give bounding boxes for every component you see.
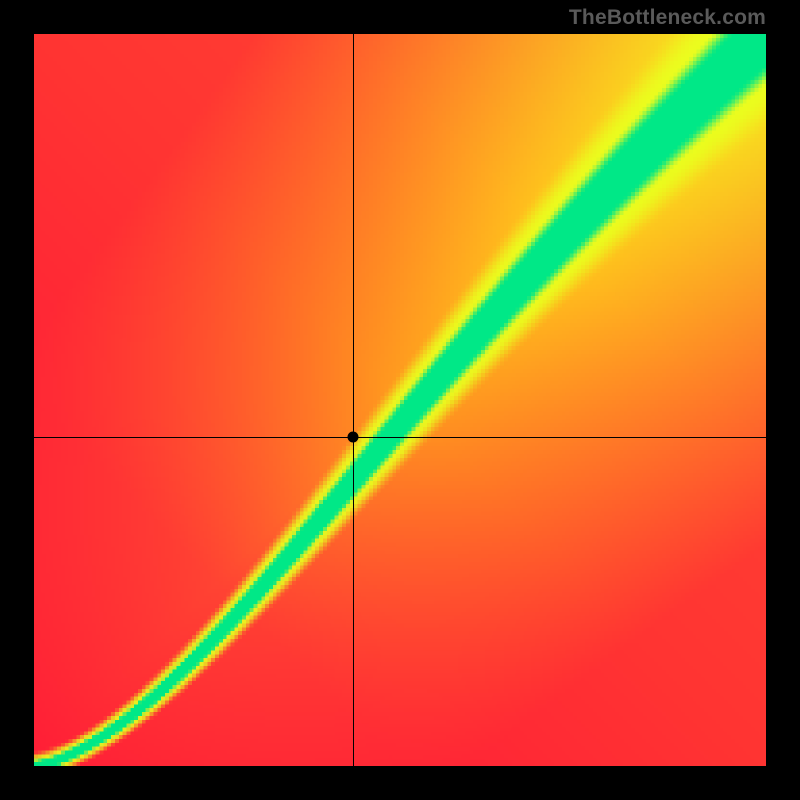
plot-area xyxy=(34,34,766,766)
chart-frame: TheBottleneck.com xyxy=(0,0,800,800)
crosshair-vertical xyxy=(353,34,354,766)
selection-marker xyxy=(348,431,359,442)
crosshair-horizontal xyxy=(34,437,766,438)
bottleneck-heatmap xyxy=(34,34,766,766)
watermark-text: TheBottleneck.com xyxy=(569,6,766,30)
